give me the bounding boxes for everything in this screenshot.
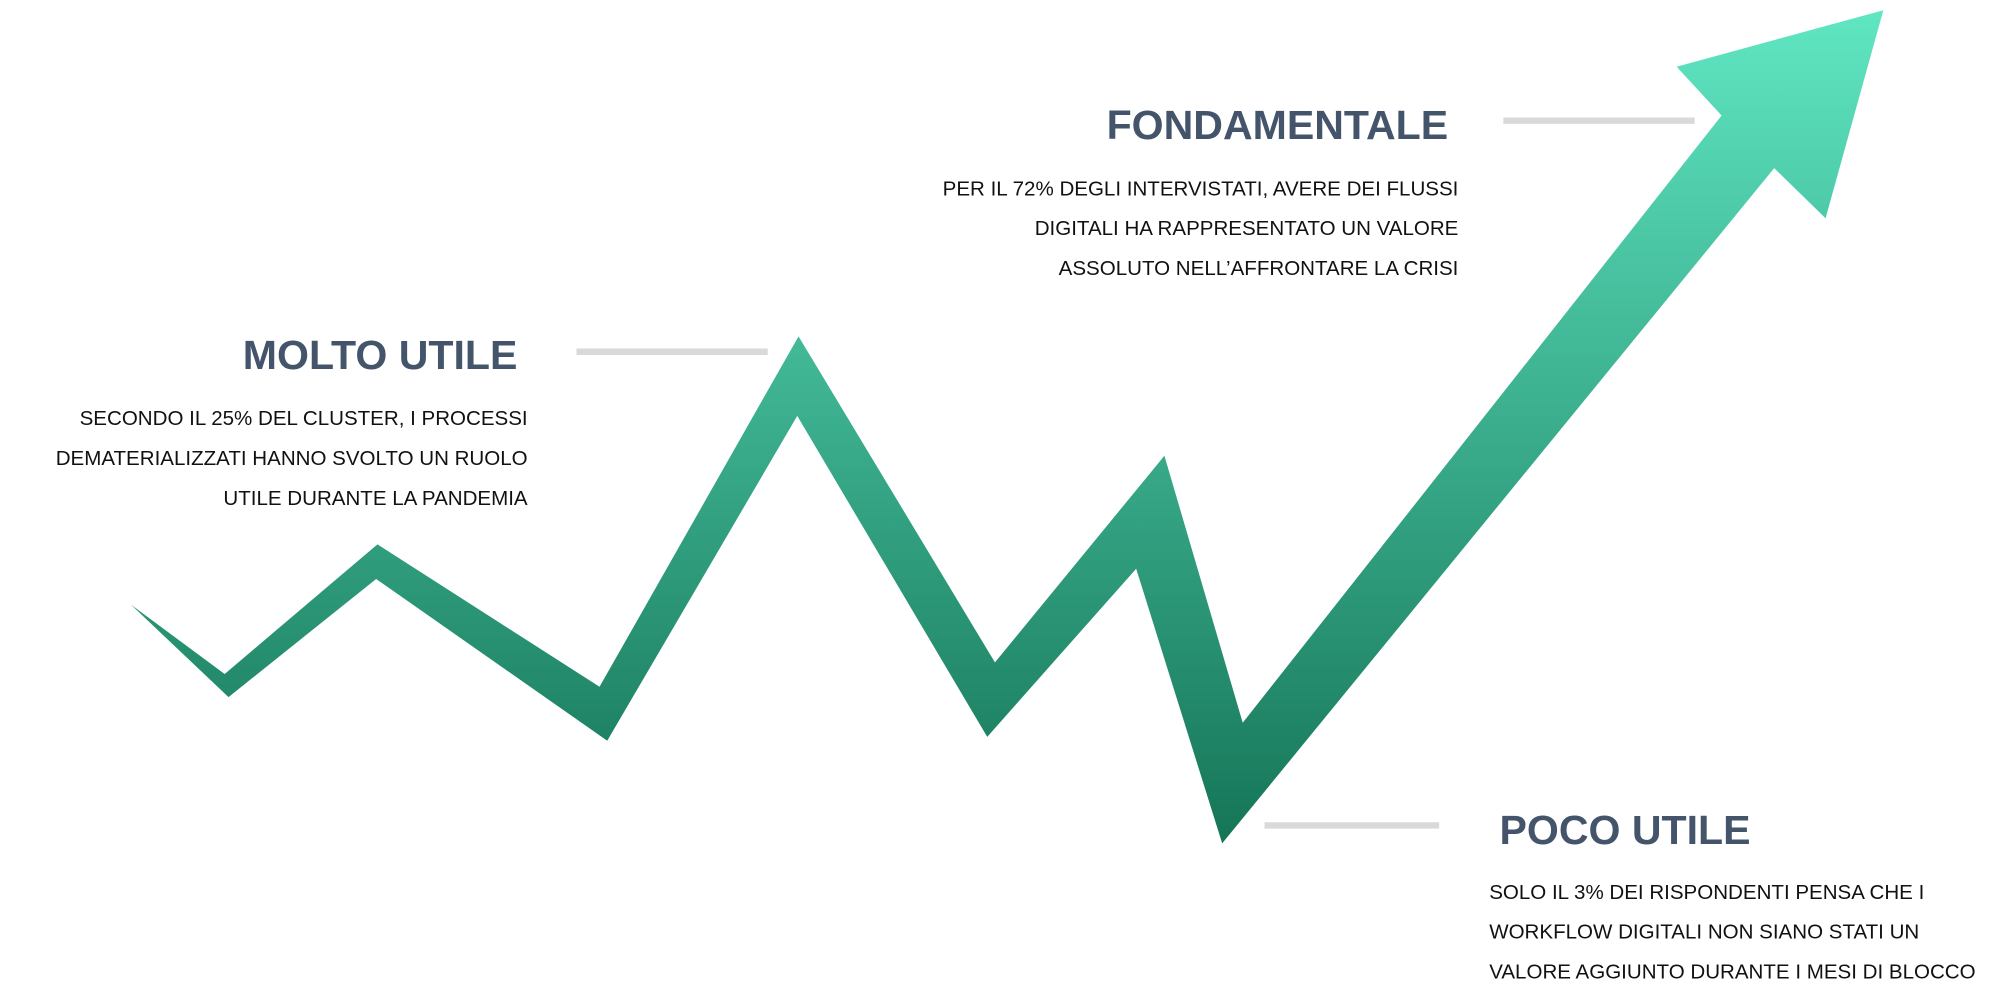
block-title: MOLTO UTILE bbox=[243, 332, 518, 378]
block-text: PER IL 72% DEGLI INTERVISTATI, AVERE DEI… bbox=[943, 177, 1459, 200]
block-title: FONDAMENTALE bbox=[1107, 102, 1449, 148]
block-text: SECONDO IL 25% DEL CLUSTER, I PROCESSI bbox=[80, 407, 528, 430]
block-text: SOLO IL 3% DEI RISPONDENTI PENSA CHE I bbox=[1489, 881, 1924, 904]
block-text: UTILE DURANTE LA PANDEMIA bbox=[223, 487, 528, 510]
block-text: DEMATERIALIZZATI HANNO SVOLTO UN RUOLO bbox=[56, 447, 528, 470]
block-text: WORKFLOW DIGITALI NON SIANO STATI UN bbox=[1489, 921, 1919, 944]
trend-arrow bbox=[130, 10, 1884, 844]
block-text: DIGITALI HA RAPPRESENTATO UN VALORE bbox=[1035, 217, 1459, 240]
block-text: ASSOLUTO NELL’AFFRONTARE LA CRISI bbox=[1059, 257, 1459, 280]
block-text: VALORE AGGIUNTO DURANTE I MESI DI BLOCCO bbox=[1489, 961, 1975, 984]
block-title: POCO UTILE bbox=[1499, 807, 1750, 853]
